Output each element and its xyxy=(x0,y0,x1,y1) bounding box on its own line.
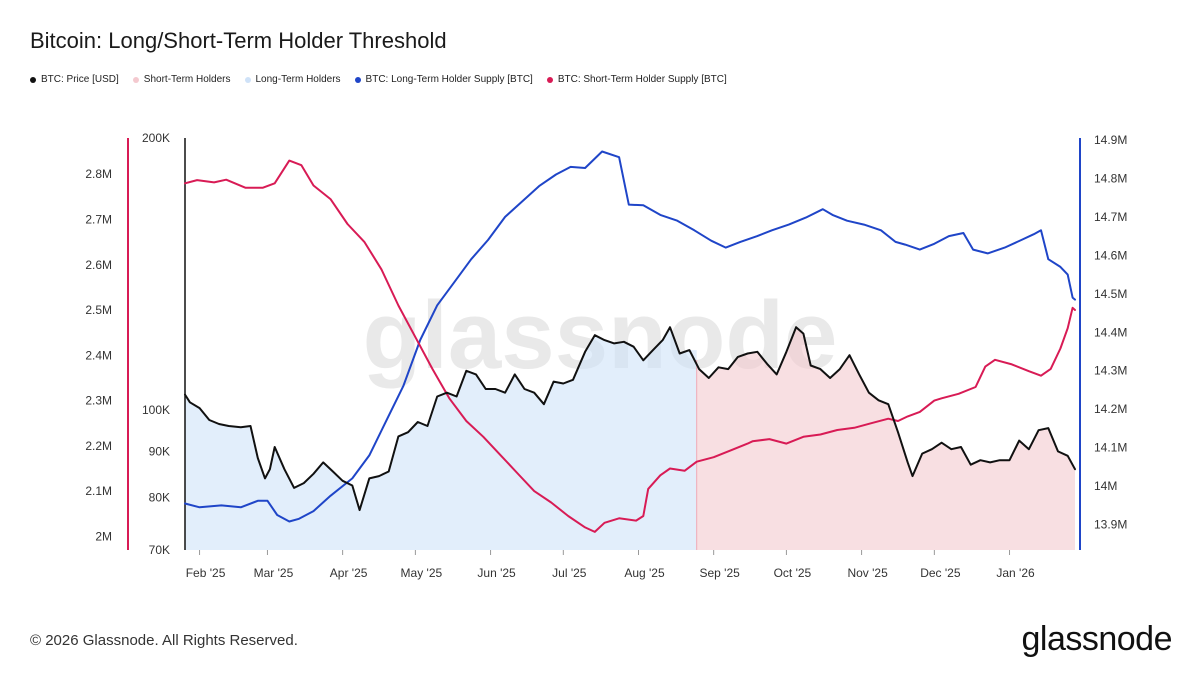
legend-item[interactable]: BTC: Short-Term Holder Supply [BTC] xyxy=(546,74,727,85)
lth-supply-tick-label: 13.9M xyxy=(1094,518,1127,532)
lth-supply-tick-label: 14.5M xyxy=(1094,287,1127,301)
copyright-text: © 2026 Glassnode. All Rights Reserved. xyxy=(30,632,298,649)
legend-label: BTC: Short-Term Holder Supply [BTC] xyxy=(557,74,727,85)
sth-supply-tick-label: 2.5M xyxy=(85,303,112,317)
x-tick-label: Oct '25 xyxy=(774,566,812,580)
legend-item[interactable]: Short-Term Holders xyxy=(132,74,231,85)
dot-icon xyxy=(244,76,251,83)
sth-supply-tick-label: 2.4M xyxy=(85,348,112,362)
dot-icon xyxy=(132,76,139,83)
sth-supply-tick-label: 2.8M xyxy=(85,167,112,181)
lth-supply-tick-label: 14.4M xyxy=(1094,325,1127,339)
legend-item[interactable]: BTC: Price [USD] xyxy=(30,74,119,85)
series-line-btc-long-term-holder-supply-btc xyxy=(184,150,1076,523)
price-tick-label: 200K xyxy=(142,131,170,145)
series-line-btc-price-usd xyxy=(184,326,1076,512)
holder-regions xyxy=(185,327,1075,550)
chart-axes: 2M 2.1M 2.2M 2.3M 2.4M 2.5M 2.6M 2.7M 2.8M 70K 80K… xyxy=(85,131,1127,580)
legend-label: Long-Term Holders xyxy=(255,74,341,85)
price-tick-label: 80K xyxy=(149,491,170,505)
lth-supply-tick-label: 14M xyxy=(1094,479,1117,493)
x-tick-label: May '25 xyxy=(401,566,443,580)
sth-supply-tick-label: 2.7M xyxy=(85,212,112,226)
region-fill-0 xyxy=(185,327,697,550)
dot-icon xyxy=(546,76,553,83)
chart-title: Bitcoin: Long/Short-Term Holder Threshol… xyxy=(30,28,447,53)
x-tick-label: Jan '26 xyxy=(996,566,1035,580)
dot-icon xyxy=(354,76,361,83)
lth-supply-tick-label: 14.7M xyxy=(1094,210,1127,224)
price-tick-label: 90K xyxy=(149,444,170,458)
x-tick-label: Jun '25 xyxy=(477,566,516,580)
x-tick-label: Apr '25 xyxy=(330,566,368,580)
price-tick-label: 100K xyxy=(142,403,170,417)
lth-supply-tick-label: 14.1M xyxy=(1094,441,1127,455)
sth-supply-tick-label: 2.1M xyxy=(85,484,112,498)
legend-label: Short-Term Holders xyxy=(143,74,231,85)
x-tick-label: Mar '25 xyxy=(254,566,294,580)
x-tick-label: Sep '25 xyxy=(700,566,741,580)
x-tick-label: Nov '25 xyxy=(847,566,888,580)
price-tick-label: 70K xyxy=(149,543,170,557)
x-tick-label: Dec '25 xyxy=(920,566,961,580)
lth-supply-tick-label: 14.2M xyxy=(1094,402,1127,416)
x-tick-label: Feb '25 xyxy=(186,566,226,580)
sth-supply-tick-label: 2.6M xyxy=(85,258,112,272)
chart-legend: BTC: Price [USD] Short-Term Holders Long-T… xyxy=(30,74,727,85)
glassnode-logo: glassnode xyxy=(1021,620,1172,658)
x-tick-label: Jul '25 xyxy=(552,566,587,580)
sth-supply-tick-label: 2M xyxy=(95,529,112,543)
lth-supply-tick-label: 14.9M xyxy=(1094,133,1127,147)
legend-label: BTC: Long-Term Holder Supply [BTC] xyxy=(365,74,533,85)
sth-supply-tick-label: 2.2M xyxy=(85,439,112,453)
series-line-btc-short-term-holder-supply-btc xyxy=(184,159,1076,533)
lth-supply-tick-label: 14.8M xyxy=(1094,171,1127,185)
lth-supply-tick-label: 14.3M xyxy=(1094,364,1127,378)
legend-label: BTC: Price [USD] xyxy=(41,74,119,85)
lth-supply-tick-label: 14.6M xyxy=(1094,248,1127,262)
legend-item[interactable]: Long-Term Holders xyxy=(244,74,341,85)
region-fill-1 xyxy=(696,327,1075,550)
chart-series xyxy=(184,150,1076,533)
sth-supply-tick-label: 2.3M xyxy=(85,394,112,408)
legend-item[interactable]: BTC: Long-Term Holder Supply [BTC] xyxy=(354,74,533,85)
dot-icon xyxy=(30,76,36,83)
x-tick-label: Aug '25 xyxy=(624,566,665,580)
